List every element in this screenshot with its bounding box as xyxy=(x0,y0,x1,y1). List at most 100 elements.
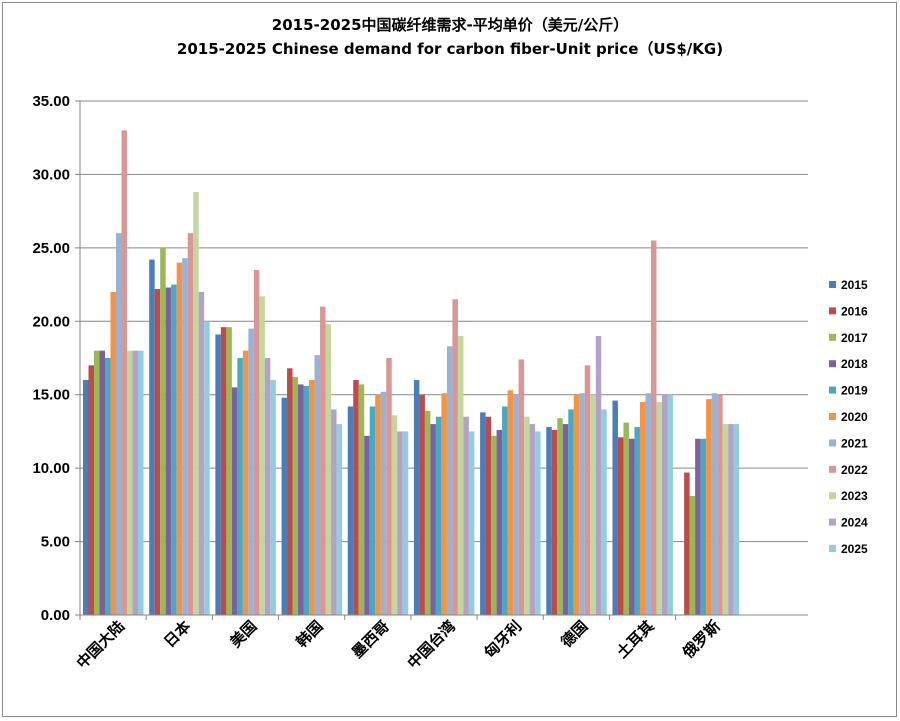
bar-2019-7 xyxy=(568,409,574,615)
bar-2020-4 xyxy=(375,394,381,615)
bar-2021-3 xyxy=(314,355,321,615)
bar-2018-1 xyxy=(165,287,172,615)
bar-2018-9 xyxy=(695,438,701,615)
x-axis: 中国大陆 日本 美国 韩国 墨西哥 中国台湾 匈牙利 德国 土耳其 俄罗斯 xyxy=(73,614,808,672)
x-category-label: 墨西哥 xyxy=(348,617,393,662)
bar-2022-2 xyxy=(253,269,260,615)
bar-2021-2 xyxy=(248,328,254,615)
bar-2017-0 xyxy=(94,350,100,615)
legend-swatch xyxy=(829,518,836,526)
bar-2019-0 xyxy=(105,358,111,615)
bar-2016-9 xyxy=(684,472,690,615)
bar-2018-4 xyxy=(364,435,370,615)
y-tick-label: 15.00 xyxy=(32,387,70,404)
bar-2015-3 xyxy=(281,397,288,615)
legend-label: 2020 xyxy=(841,410,868,424)
bar-2024-4 xyxy=(397,431,403,615)
bar-2022-3 xyxy=(320,306,326,615)
bar-2021-8 xyxy=(645,393,651,615)
y-tick-label: 20.00 xyxy=(32,313,70,330)
legend-swatch xyxy=(829,386,836,394)
legend-swatch xyxy=(829,439,836,447)
legend-swatch xyxy=(829,545,836,552)
bar-2024-7 xyxy=(595,335,602,615)
bar-2016-1 xyxy=(154,288,161,615)
bar-2015-1 xyxy=(149,259,155,615)
bar-2025-6 xyxy=(535,431,541,615)
bar-2025-1 xyxy=(204,321,210,615)
legend-swatch xyxy=(829,492,836,500)
bar-2019-4 xyxy=(369,406,376,615)
bar-2016-0 xyxy=(88,365,94,615)
bars xyxy=(83,130,740,615)
chart-subtitle: 2015-2025 Chinese demand for carbon fibe… xyxy=(176,40,724,58)
bar-2025-9 xyxy=(733,424,740,615)
bar-2021-0 xyxy=(116,233,122,615)
chart-title: 2015-2025中国碳纤维需求-平均单价（美元/公斤） xyxy=(271,16,629,34)
bar-2023-7 xyxy=(590,394,596,615)
bar-2015-5 xyxy=(413,380,420,615)
bar-2020-9 xyxy=(706,399,712,615)
bar-2017-8 xyxy=(623,422,629,615)
bar-2025-3 xyxy=(336,424,343,615)
bar-2024-2 xyxy=(264,358,271,615)
bar-2019-5 xyxy=(435,416,442,615)
bar-2025-4 xyxy=(402,431,409,615)
bar-2016-7 xyxy=(551,429,558,615)
bar-2020-5 xyxy=(441,393,447,615)
bar-2016-4 xyxy=(353,380,359,615)
bar-2022-4 xyxy=(386,358,392,615)
bar-2018-6 xyxy=(496,429,503,615)
bar-2023-0 xyxy=(127,350,133,615)
bar-2024-0 xyxy=(132,350,138,615)
legend-label: 2021 xyxy=(841,436,868,450)
bar-2019-9 xyxy=(700,438,707,615)
bar-2018-0 xyxy=(99,350,105,615)
bar-2023-6 xyxy=(524,416,530,615)
x-category-label: 韩国 xyxy=(293,617,327,651)
bar-2021-4 xyxy=(380,391,387,615)
bar-2025-2 xyxy=(270,380,276,615)
x-category-label: 中国台湾 xyxy=(404,617,459,672)
bar-2020-2 xyxy=(242,350,249,615)
legend-swatch xyxy=(829,413,836,420)
bar-2019-2 xyxy=(237,358,243,615)
bar-2017-5 xyxy=(424,410,431,615)
bar-2018-7 xyxy=(562,424,569,615)
y-tick-label: 25.00 xyxy=(32,240,70,257)
legend-label: 2019 xyxy=(841,384,868,398)
bar-2025-7 xyxy=(601,409,607,615)
bar-2017-2 xyxy=(226,327,232,615)
x-category-label: 土耳其 xyxy=(613,617,658,662)
bar-2018-3 xyxy=(298,384,304,615)
bar-2016-3 xyxy=(287,368,293,615)
bar-2019-3 xyxy=(303,385,310,615)
legend-label: 2018 xyxy=(841,357,868,371)
bar-2016-5 xyxy=(419,394,425,615)
bar-2024-1 xyxy=(198,291,205,615)
bar-2022-7 xyxy=(584,365,591,615)
bar-2020-7 xyxy=(573,394,580,615)
bar-2020-8 xyxy=(639,402,646,615)
bar-2021-1 xyxy=(182,258,188,615)
bar-2022-6 xyxy=(518,359,525,615)
x-category-label: 俄罗斯 xyxy=(678,617,723,662)
bar-2015-2 xyxy=(215,334,221,615)
y-tick-label: 10.00 xyxy=(32,460,70,477)
bar-2020-6 xyxy=(507,390,514,615)
bar-2018-8 xyxy=(628,438,635,615)
bar-2017-1 xyxy=(160,247,166,615)
bar-2022-0 xyxy=(121,130,127,615)
legend: 2015 2016 2017 2018 2019 2020 2021 2022 2023 2024… xyxy=(829,278,868,556)
bar-2023-3 xyxy=(325,324,332,615)
bar-2022-8 xyxy=(650,240,657,615)
bar-2015-7 xyxy=(546,427,552,615)
y-tick-label: 5.00 xyxy=(41,534,70,551)
bar-2023-5 xyxy=(457,335,464,615)
y-tick-label: 0.00 xyxy=(41,607,70,624)
x-category-label: 中国大陆 xyxy=(73,617,128,672)
bar-2022-1 xyxy=(187,233,194,615)
bar-2020-0 xyxy=(110,291,116,615)
bar-2018-2 xyxy=(231,387,238,615)
